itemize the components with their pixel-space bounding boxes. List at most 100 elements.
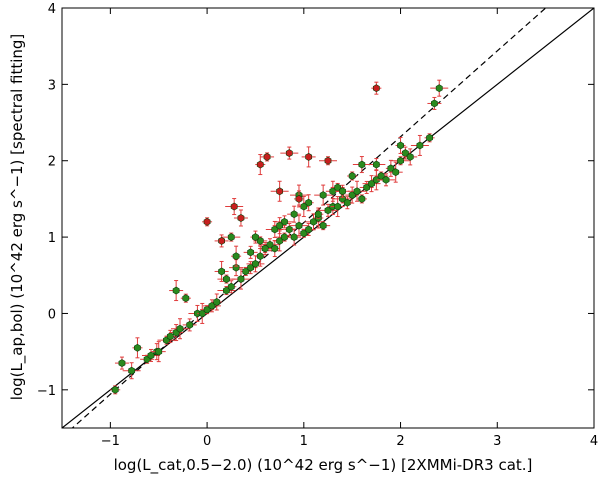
green-data-point	[313, 209, 324, 219]
marker	[416, 141, 424, 150]
red-data-point	[202, 217, 213, 227]
marker	[230, 202, 238, 211]
marker	[285, 225, 293, 234]
green-data-point	[316, 221, 331, 231]
green-data-point	[430, 79, 449, 97]
red-data-point	[260, 152, 275, 162]
green-data-point	[348, 180, 367, 202]
x-axis-label: log(L_cat,0.5−2.0) (10^42 erg s^−1) [2XM…	[114, 456, 533, 475]
green-data-point	[287, 228, 302, 246]
marker	[285, 149, 293, 158]
marker	[213, 298, 221, 306]
marker	[271, 244, 279, 253]
marker	[397, 141, 404, 150]
marker	[263, 152, 271, 161]
green-data-point	[287, 205, 302, 223]
marker	[324, 156, 332, 165]
marker	[252, 233, 259, 242]
marker	[134, 343, 141, 352]
marker	[227, 282, 235, 291]
marker	[295, 194, 303, 203]
dashed-line	[71, 8, 547, 428]
green-data-point	[211, 293, 222, 311]
y-tick-label: 0	[48, 307, 56, 322]
green-data-point	[169, 280, 184, 302]
green-data-point	[231, 245, 242, 267]
green-data-point	[122, 362, 141, 380]
green-data-point	[335, 184, 350, 198]
green-data-point	[272, 217, 287, 235]
y-axis-label: log(L_ap,bol) (10^42 erg s^−1) [spectral…	[8, 34, 27, 401]
marker	[276, 221, 284, 230]
green-data-point	[362, 175, 381, 193]
green-data-point	[217, 274, 236, 284]
y-tick-label: 4	[48, 2, 56, 17]
green-data-point	[289, 215, 308, 237]
green-data-point	[403, 148, 418, 166]
marker	[358, 194, 366, 203]
marker	[353, 187, 361, 196]
marker	[252, 259, 259, 268]
red-data-point	[280, 146, 299, 160]
marker	[172, 286, 180, 295]
marker	[176, 324, 184, 333]
marker	[111, 385, 119, 394]
marker	[397, 156, 404, 165]
marker	[281, 233, 288, 242]
marker	[319, 191, 327, 200]
green-data-point	[424, 133, 435, 143]
marker	[382, 175, 390, 184]
marker	[118, 359, 126, 368]
green-data-point	[110, 385, 121, 395]
marker	[223, 275, 230, 284]
plot-area	[62, 8, 594, 428]
marker	[186, 320, 194, 329]
marker	[290, 210, 298, 219]
marker	[334, 202, 342, 211]
marker	[430, 99, 438, 108]
marker	[426, 133, 433, 142]
marker	[218, 267, 225, 276]
green-data-point	[171, 318, 190, 340]
y-tick-label: 3	[48, 78, 56, 93]
red-data-point	[214, 234, 229, 248]
marker	[314, 210, 322, 219]
plot-frame	[61, 7, 595, 429]
x-tick-label: 2	[396, 434, 404, 449]
marker	[435, 84, 443, 93]
marker	[372, 160, 380, 169]
green-data-point	[260, 242, 271, 256]
marker	[348, 172, 356, 180]
x-tick-label: 4	[590, 434, 598, 449]
marker	[227, 233, 235, 242]
marker	[237, 214, 245, 222]
green-data-point	[182, 318, 197, 332]
marker	[290, 233, 298, 242]
marker	[128, 366, 136, 375]
marker	[261, 244, 269, 253]
marker	[305, 152, 313, 161]
red-data-point	[293, 190, 304, 208]
marker	[232, 252, 240, 261]
x-tick-label: 1	[300, 434, 308, 449]
marker	[182, 294, 190, 303]
red-data-point	[233, 209, 248, 227]
green-data-point	[226, 280, 237, 294]
y-tick-label: 2	[48, 155, 56, 170]
x-tick-label: 0	[203, 434, 211, 449]
green-data-point	[314, 184, 333, 206]
red-data-point	[319, 156, 337, 166]
marker	[300, 202, 308, 211]
marker	[147, 351, 155, 360]
green-data-point	[356, 194, 367, 204]
y-tick-label: 1	[48, 231, 56, 246]
green-data-point	[250, 230, 261, 244]
x-tick-label: −1	[101, 434, 120, 449]
marker	[305, 225, 313, 234]
marker	[203, 217, 211, 226]
x-tick-label: 3	[493, 434, 501, 449]
green-data-point	[330, 196, 345, 218]
green-data-point	[151, 341, 166, 363]
marker	[256, 252, 264, 261]
